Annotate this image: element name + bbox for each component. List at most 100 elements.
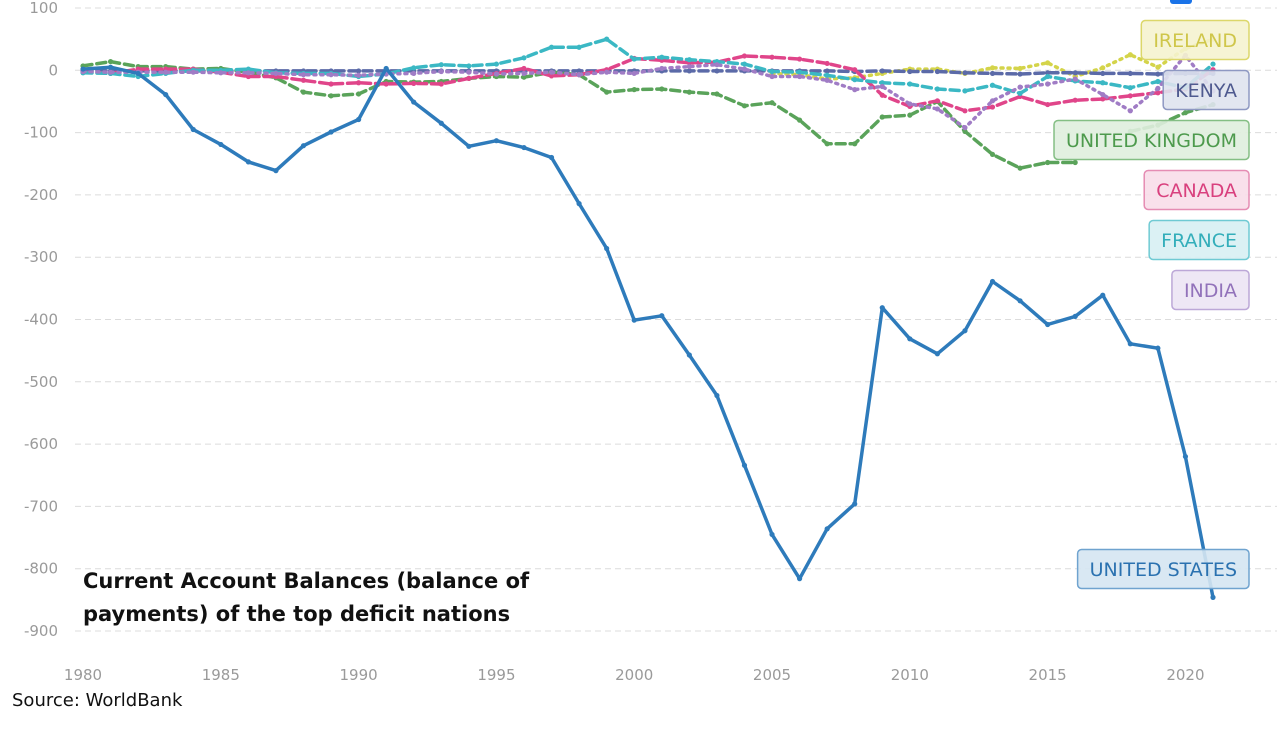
data-point — [1182, 453, 1189, 460]
series-india — [80, 52, 1216, 131]
label-text: IRELAND — [1153, 30, 1237, 52]
label-text: FRANCE — [1161, 230, 1237, 252]
data-point — [1155, 90, 1161, 96]
label-text: CANADA — [1156, 180, 1237, 202]
data-point — [879, 92, 885, 98]
data-point — [989, 151, 996, 158]
x-tick-label: 2005 — [753, 666, 791, 684]
label-box — [1076, 548, 1250, 590]
x-tick-label: 1990 — [340, 666, 378, 684]
data-point — [190, 69, 196, 75]
data-point — [1155, 345, 1161, 351]
label-canada: CANADA — [1143, 169, 1250, 211]
label-box — [1171, 269, 1250, 311]
data-point — [466, 143, 472, 149]
data-point — [741, 462, 748, 468]
data-point — [852, 501, 858, 507]
data-point — [1182, 110, 1189, 116]
data-point — [769, 73, 775, 80]
data-point — [493, 138, 500, 144]
data-point — [466, 63, 472, 69]
data-point — [824, 60, 830, 67]
data-point — [1045, 70, 1051, 76]
series-united-states — [80, 64, 1216, 600]
data-point — [989, 98, 996, 104]
data-point — [824, 68, 830, 74]
data-point — [796, 69, 803, 75]
data-point — [769, 100, 775, 106]
data-point — [328, 72, 334, 78]
label-text: KENYA — [1175, 80, 1237, 102]
data-point — [245, 73, 251, 80]
data-point — [1017, 84, 1023, 90]
data-point — [356, 116, 362, 123]
data-point — [1127, 85, 1133, 91]
data-point — [631, 56, 637, 62]
data-point — [1045, 101, 1051, 108]
data-point — [1127, 70, 1133, 77]
data-point — [548, 44, 555, 50]
y-tick-label: -500 — [24, 373, 58, 391]
series-line-canada — [81, 54, 1215, 113]
data-point — [300, 72, 307, 78]
data-point — [1045, 73, 1051, 80]
data-point — [521, 70, 527, 77]
series-line-united-states — [81, 65, 1215, 600]
data-point — [1072, 313, 1078, 319]
data-point — [1017, 165, 1023, 171]
data-point — [824, 141, 830, 147]
data-point — [879, 305, 885, 311]
data-point — [1045, 81, 1051, 87]
data-point — [686, 89, 692, 95]
data-point — [659, 313, 665, 319]
data-point — [163, 69, 169, 75]
data-point — [741, 61, 748, 67]
data-point — [852, 67, 858, 73]
data-point — [493, 71, 500, 77]
data-point — [934, 351, 940, 357]
data-point — [962, 70, 968, 76]
data-point — [1100, 91, 1106, 98]
x-tick-label: 2015 — [1029, 666, 1067, 684]
data-point — [934, 68, 940, 75]
data-point — [1100, 96, 1106, 102]
data-point — [1045, 159, 1051, 166]
data-point — [521, 74, 527, 80]
data-point — [300, 77, 307, 83]
data-point — [300, 89, 307, 95]
data-point — [1210, 61, 1216, 67]
data-point — [190, 126, 196, 133]
data-point — [686, 57, 692, 63]
data-point — [796, 576, 803, 582]
data-point — [411, 70, 417, 77]
data-point — [934, 98, 940, 104]
data-point — [273, 168, 279, 174]
data-point — [1100, 70, 1106, 77]
data-point — [466, 69, 472, 75]
source-note: Source: WorldBank — [12, 690, 183, 711]
series-france — [80, 36, 1216, 96]
data-point — [1127, 108, 1133, 114]
data-point — [521, 144, 527, 151]
data-point — [907, 101, 913, 107]
data-point — [411, 65, 417, 71]
data-point — [1210, 594, 1216, 600]
data-point — [245, 159, 251, 165]
label-india: INDIA — [1171, 269, 1250, 311]
data-point — [438, 68, 444, 75]
data-point — [659, 86, 665, 92]
data-point — [328, 93, 334, 99]
data-point — [962, 125, 968, 131]
data-point — [879, 68, 885, 74]
label-text: UNITED KINGDOM — [1066, 130, 1237, 152]
data-point — [1155, 78, 1161, 85]
x-tick-label: 1980 — [64, 666, 102, 684]
data-point — [907, 68, 913, 75]
data-point — [1072, 70, 1078, 76]
data-point — [962, 128, 968, 134]
data-point — [879, 80, 885, 86]
series-line-india — [81, 53, 1215, 130]
data-point — [1045, 60, 1051, 66]
y-axis-ticks: 100 0 -100 -200 -300 -400 -500 -600 -700 -800 -900 — [24, 0, 58, 640]
data-point — [576, 201, 582, 207]
